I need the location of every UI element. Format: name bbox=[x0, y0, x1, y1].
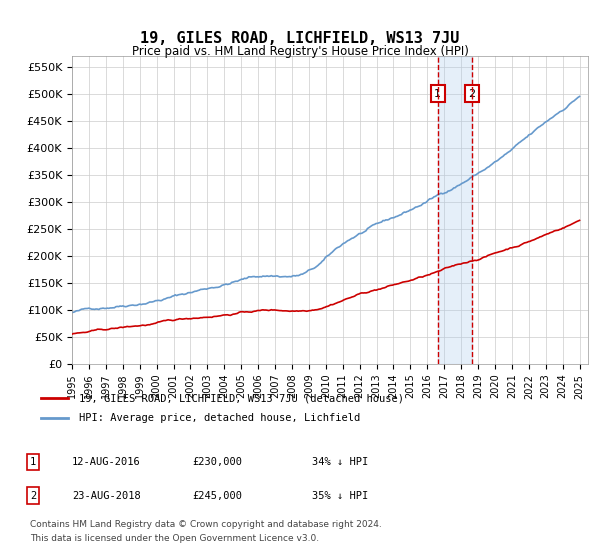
Text: 2: 2 bbox=[30, 491, 36, 501]
Text: Price paid vs. HM Land Registry's House Price Index (HPI): Price paid vs. HM Land Registry's House … bbox=[131, 45, 469, 58]
Text: £230,000: £230,000 bbox=[192, 457, 242, 467]
Bar bbox=[438, 56, 472, 364]
Text: 1: 1 bbox=[30, 457, 36, 467]
Text: 12-AUG-2016: 12-AUG-2016 bbox=[72, 457, 141, 467]
Text: 1: 1 bbox=[434, 89, 441, 99]
Text: 19, GILES ROAD, LICHFIELD, WS13 7JU (detached house): 19, GILES ROAD, LICHFIELD, WS13 7JU (det… bbox=[79, 393, 404, 403]
Text: 23-AUG-2018: 23-AUG-2018 bbox=[72, 491, 141, 501]
Text: 35% ↓ HPI: 35% ↓ HPI bbox=[312, 491, 368, 501]
Text: HPI: Average price, detached house, Lichfield: HPI: Average price, detached house, Lich… bbox=[79, 413, 360, 423]
Text: 19, GILES ROAD, LICHFIELD, WS13 7JU: 19, GILES ROAD, LICHFIELD, WS13 7JU bbox=[140, 31, 460, 46]
Text: 2: 2 bbox=[469, 89, 476, 99]
Text: Contains HM Land Registry data © Crown copyright and database right 2024.: Contains HM Land Registry data © Crown c… bbox=[30, 520, 382, 529]
Text: 34% ↓ HPI: 34% ↓ HPI bbox=[312, 457, 368, 467]
Text: This data is licensed under the Open Government Licence v3.0.: This data is licensed under the Open Gov… bbox=[30, 534, 319, 543]
Text: £245,000: £245,000 bbox=[192, 491, 242, 501]
